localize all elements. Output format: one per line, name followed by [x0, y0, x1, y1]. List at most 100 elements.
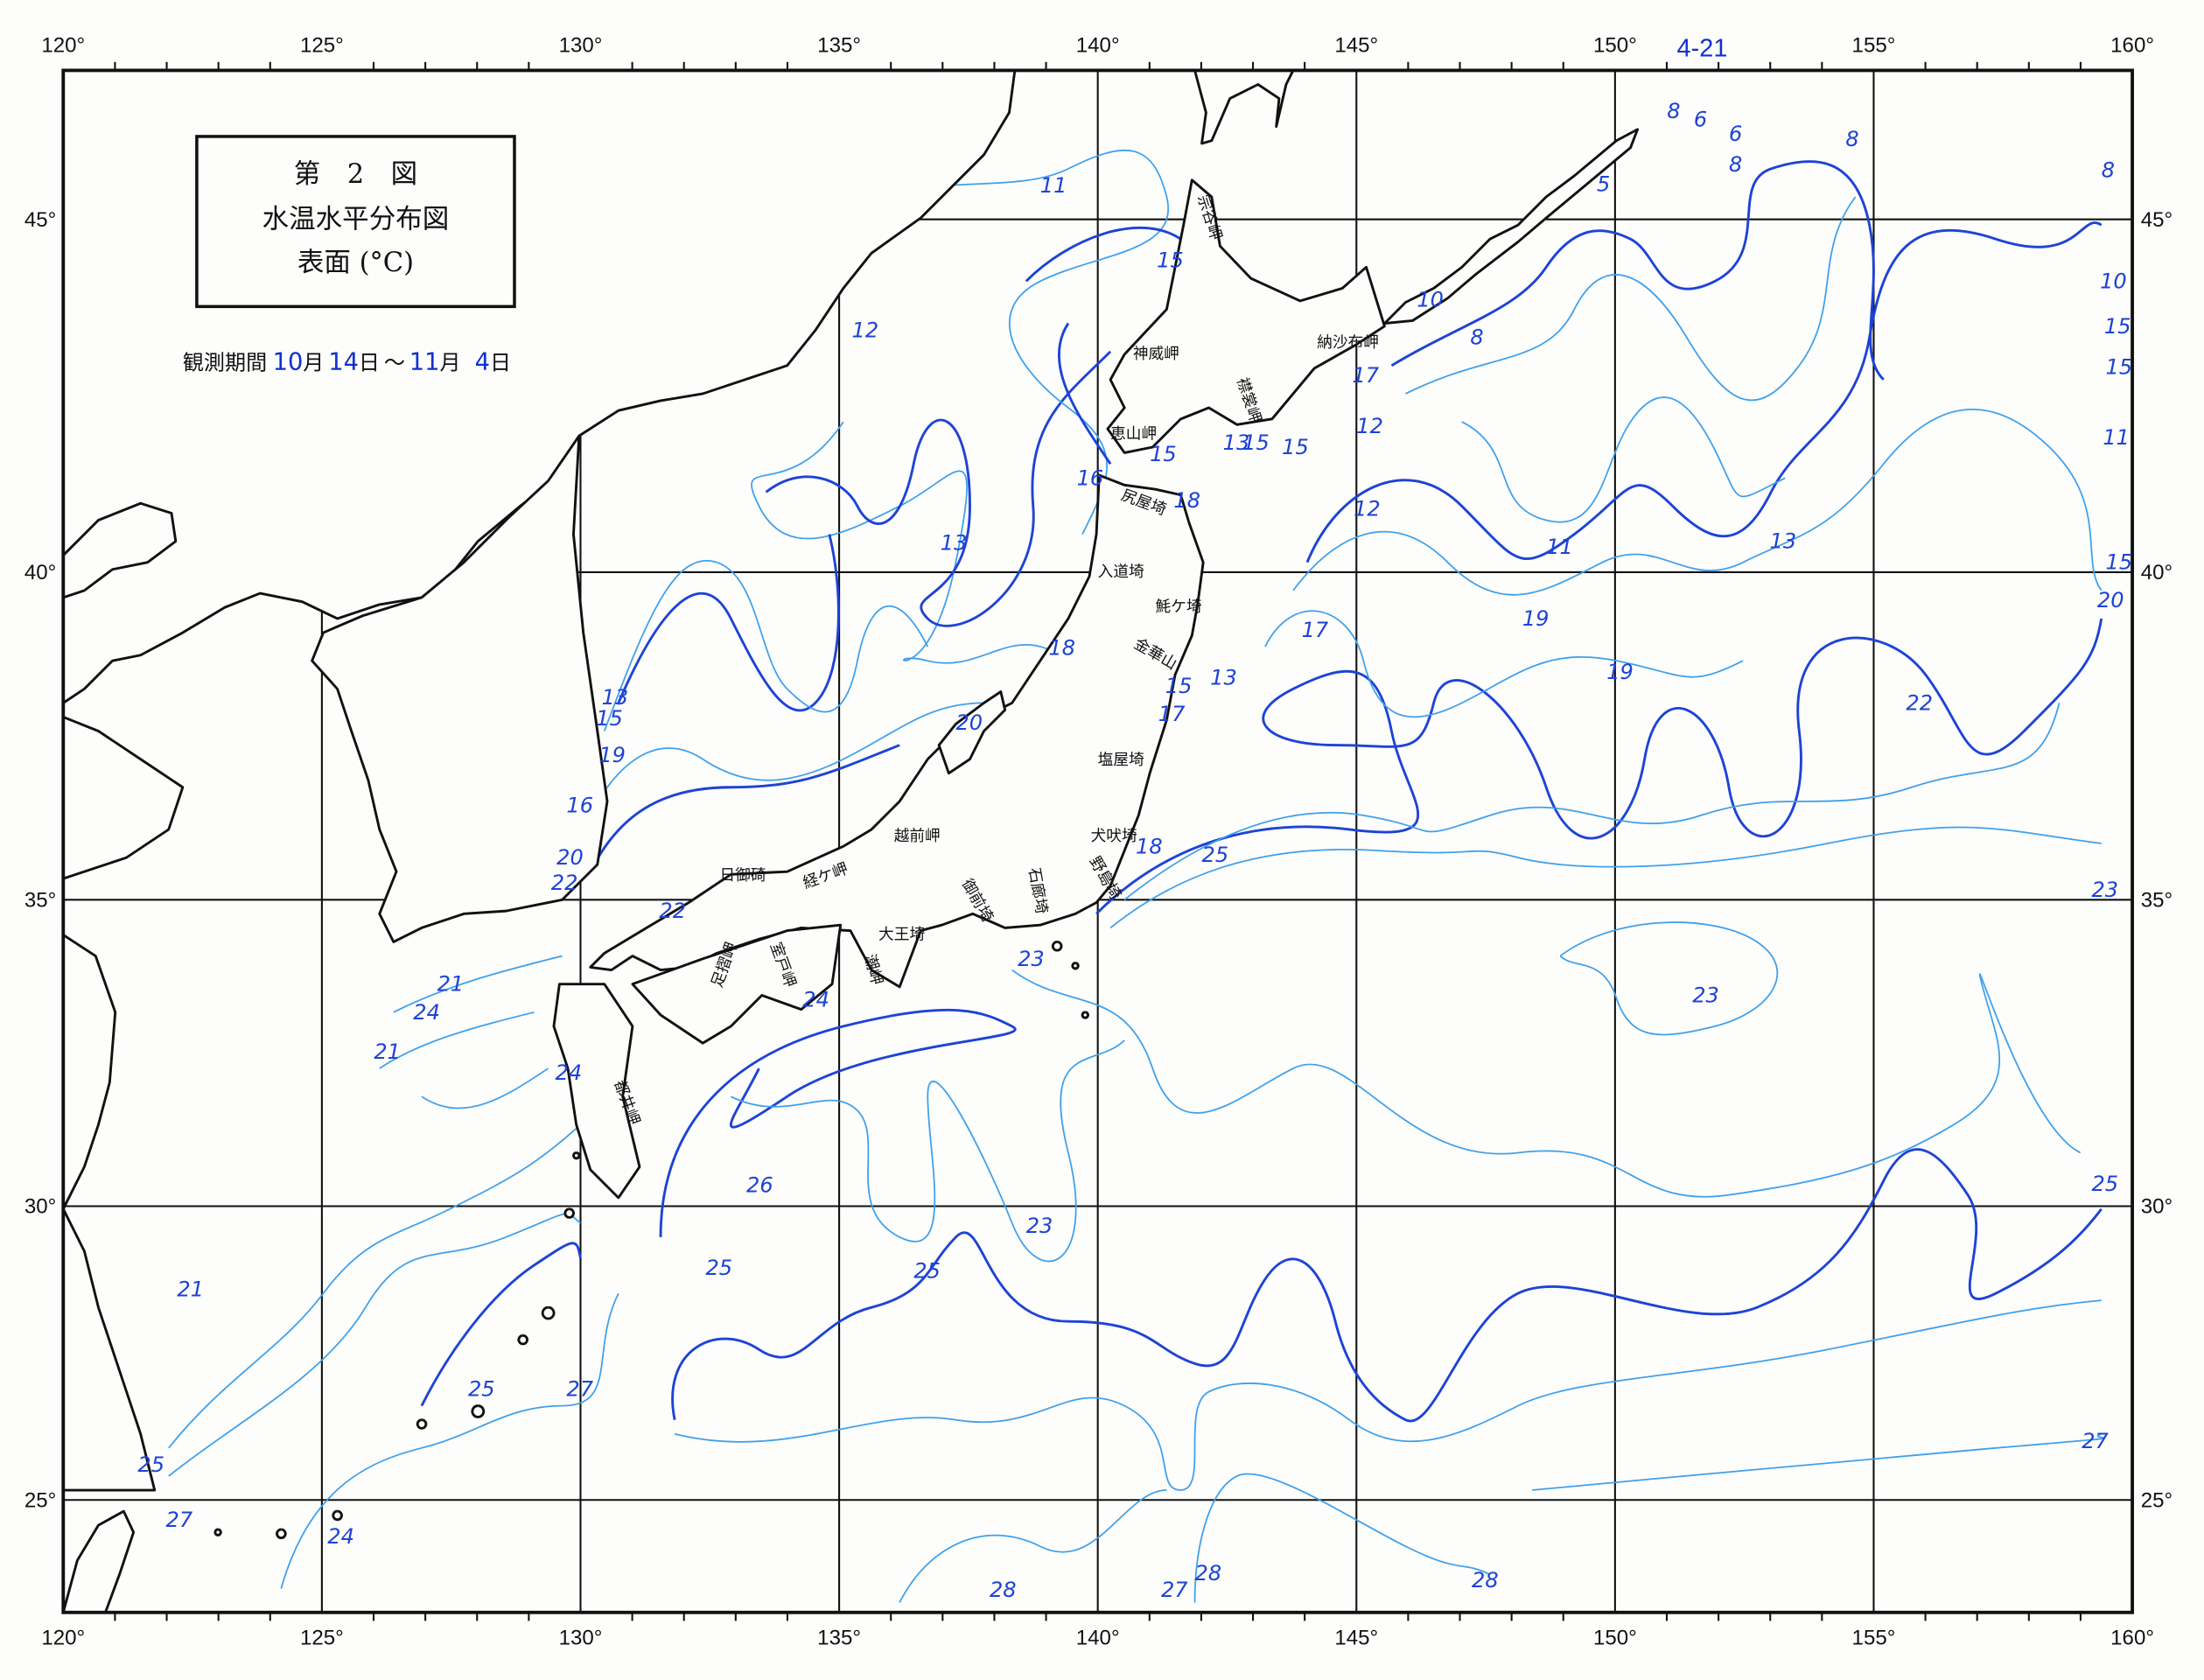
longitude-label: 160° [2110, 1627, 2154, 1650]
isotherm-label: 15 [1150, 442, 1177, 466]
isotherm-label: 15 [1157, 248, 1184, 272]
isotherm-label: 27 [166, 1508, 193, 1532]
isotherm-label: 17 [1158, 702, 1186, 726]
isotherm-label: 27 [1161, 1578, 1188, 1602]
isotherm-label: 8 [1470, 326, 1483, 350]
isotherm-label: 22 [551, 871, 578, 895]
isotherm-label: 27 [2082, 1429, 2109, 1453]
longitude-label: 120° [41, 34, 85, 58]
longitude-label: 135° [817, 34, 861, 58]
isotherm-line [1292, 408, 2103, 596]
longitude-label: 130° [559, 34, 603, 58]
longitude-label: 145° [1334, 34, 1378, 58]
isotherm-label: 19 [1522, 606, 1550, 631]
isotherm-label: 16 [566, 794, 593, 818]
observation-period: 観測期間 10月 14日～ 11月 4日 [183, 349, 511, 376]
isotherm-label: 25 [137, 1452, 164, 1477]
isotherm-line [379, 955, 563, 1110]
isotherm-label: 13 [1210, 665, 1237, 690]
title-box: 第 2 図 水温水平分布図 表面 (°C) [195, 135, 516, 309]
isotherm-label: 21 [374, 1040, 401, 1064]
isotherm-line [1305, 221, 2103, 564]
isotherm-line [168, 1040, 619, 1449]
isotherm-line [603, 559, 929, 732]
isotherm-line [589, 744, 900, 872]
place-name: 恵山岬 [1110, 424, 1157, 443]
isotherm-line [1025, 226, 1182, 466]
china-east-coast [61, 715, 185, 1492]
isotherm-labels: 8 668885111510810151512111712151315151618… [137, 99, 2132, 1602]
isotherm-label: 17 [1352, 363, 1379, 388]
longitude-label: 120° [41, 1627, 85, 1650]
isotherm-label: 15 [1165, 674, 1193, 698]
longitude-label: 140° [1076, 1627, 1120, 1650]
isotherm-label: 13 [941, 530, 968, 555]
honshu [589, 473, 1205, 989]
isotherm-label: 25 [913, 1258, 941, 1283]
longitude-label: 150° [1593, 34, 1637, 58]
latitude-label: 40° [2141, 561, 2173, 584]
isotherm-label: 8 [1845, 127, 1858, 151]
isotherm-label: 18 [1048, 636, 1075, 661]
isotherm-label: 23 [1026, 1214, 1053, 1238]
isotherm-label: 15 [596, 706, 623, 731]
isotherm-line [899, 1473, 1491, 1603]
longitude-label: 130° [559, 1627, 603, 1650]
isotherm-label: 10 [2100, 269, 2127, 293]
isotherm-label: 12 [852, 318, 879, 343]
isotherm-label: 15 [2104, 314, 2131, 339]
latitude-label: 25° [2141, 1488, 2173, 1512]
isotherm-label: 15 [2106, 550, 2133, 575]
isotherm-label: 23 [1018, 947, 1045, 971]
isotherm-label: 21 [177, 1277, 204, 1301]
isotherm-label: 13 [1770, 529, 1797, 554]
isotherm-line [1123, 703, 2061, 900]
isotherm-label: 27 [566, 1376, 593, 1401]
isotherms [168, 149, 2105, 1603]
longitude-label: 125° [300, 34, 344, 58]
isotherm-line [1095, 618, 2103, 915]
isotherm-line [1461, 396, 1786, 523]
isotherm-line [168, 1213, 582, 1477]
map-title: 水温水平分布図 [262, 204, 450, 234]
shikoku [631, 923, 843, 1045]
liaodong-peninsula [61, 501, 178, 599]
isotherm-line [589, 702, 984, 816]
kyushu [552, 983, 641, 1200]
isotherm-line [280, 1292, 619, 1589]
isotherm-label: 15 [1242, 430, 1270, 455]
isotherm-label: 24 [413, 1000, 440, 1025]
isotherm-label: 25 [1202, 843, 1229, 867]
coordinate-labels: 120° 120° 125° 125° 130° 130° 135° 135° 140° 140°… [24, 34, 2173, 1650]
isotherm-line [671, 1148, 2103, 1423]
longitude-label: 150° [1593, 1627, 1637, 1650]
latitude-label: 35° [24, 888, 56, 912]
place-name: 神威岬 [1133, 345, 1179, 363]
isotherm-label: 10 [1417, 287, 1444, 312]
figure-number: 第 2 図 [294, 159, 417, 190]
taiwan [61, 1509, 136, 1614]
place-name: 犬吠埼 [1091, 827, 1137, 845]
isotherm-label: 25 [468, 1376, 495, 1401]
isotherm-label: 19 [1606, 660, 1634, 684]
izu-islands [213, 941, 1089, 1539]
isotherm-label: 12 [1356, 414, 1383, 438]
isotherm-label: 11 [1546, 535, 1573, 559]
place-name: 入道埼 [1098, 563, 1144, 581]
isotherm-label: 19 [598, 743, 626, 767]
isotherm-line [857, 149, 1170, 535]
map-border [61, 68, 2134, 1614]
isotherm-label: 22 [1906, 690, 1933, 715]
isotherm-label: 28 [1472, 1568, 1499, 1592]
latitude-label: 45° [2141, 208, 2173, 232]
isotherm-label: 24 [556, 1060, 583, 1085]
isotherm-line [751, 421, 1069, 664]
isotherm-label: 28 [990, 1578, 1017, 1602]
isotherm-line [659, 1008, 1017, 1237]
longitude-label: 140° [1076, 34, 1120, 58]
isotherm-label: 20 [556, 845, 584, 870]
isotherm-label: 18 [1136, 834, 1163, 858]
isotherm-label: 23 [1692, 984, 1719, 1008]
longitude-label: 155° [1852, 1627, 1896, 1650]
